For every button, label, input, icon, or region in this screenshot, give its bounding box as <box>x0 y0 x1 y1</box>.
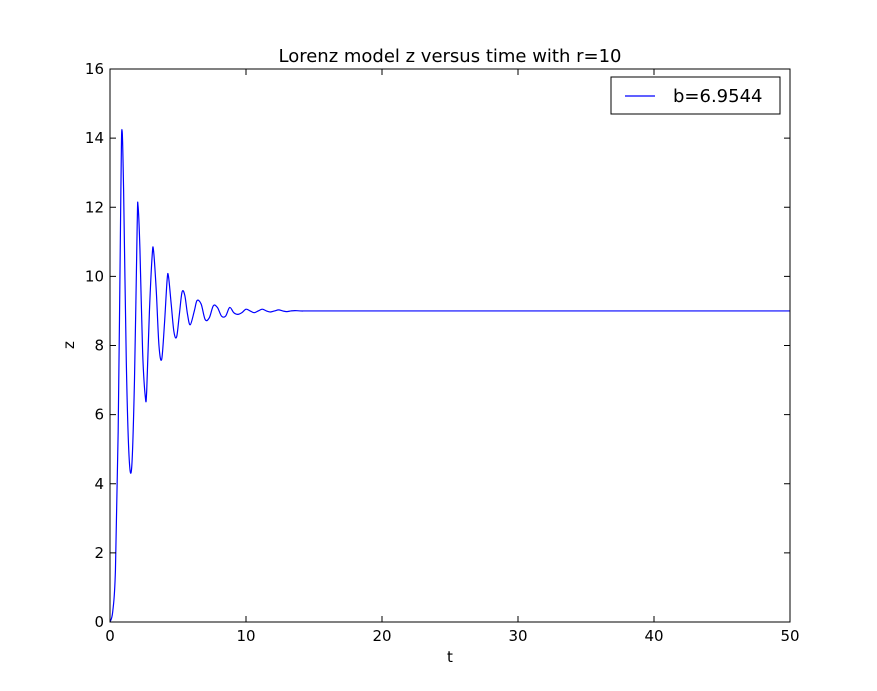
x-tick-label: 50 <box>780 627 799 645</box>
y-tick-label: 12 <box>85 198 104 216</box>
x-tick-label: 10 <box>236 627 255 645</box>
y-axis-label: z <box>60 341 78 349</box>
series-line-b-6-9544 <box>110 128 790 622</box>
legend-entry-label: b=6.9544 <box>673 86 763 107</box>
y-axis: 0 2 4 6 8 10 12 14 16 <box>85 60 790 631</box>
x-tick-label: 20 <box>372 627 391 645</box>
y-tick-label: 8 <box>94 337 104 355</box>
y-tick-label: 4 <box>94 475 104 493</box>
y-tick-label: 14 <box>85 129 104 147</box>
x-tick-label: 0 <box>105 627 115 645</box>
y-tick-label: 0 <box>94 613 104 631</box>
y-tick-label: 6 <box>94 406 104 424</box>
x-axis-label: t <box>447 648 453 666</box>
y-tick-label: 16 <box>85 60 104 78</box>
legend: b=6.9544 <box>610 76 781 115</box>
y-tick-label: 10 <box>85 267 104 285</box>
x-tick-label: 40 <box>644 627 663 645</box>
x-axis: 0 10 20 30 40 50 <box>105 69 800 645</box>
chart-title: Lorenz model z versus time with r=10 <box>278 46 621 67</box>
y-tick-label: 2 <box>94 544 104 562</box>
x-tick-label: 30 <box>508 627 527 645</box>
